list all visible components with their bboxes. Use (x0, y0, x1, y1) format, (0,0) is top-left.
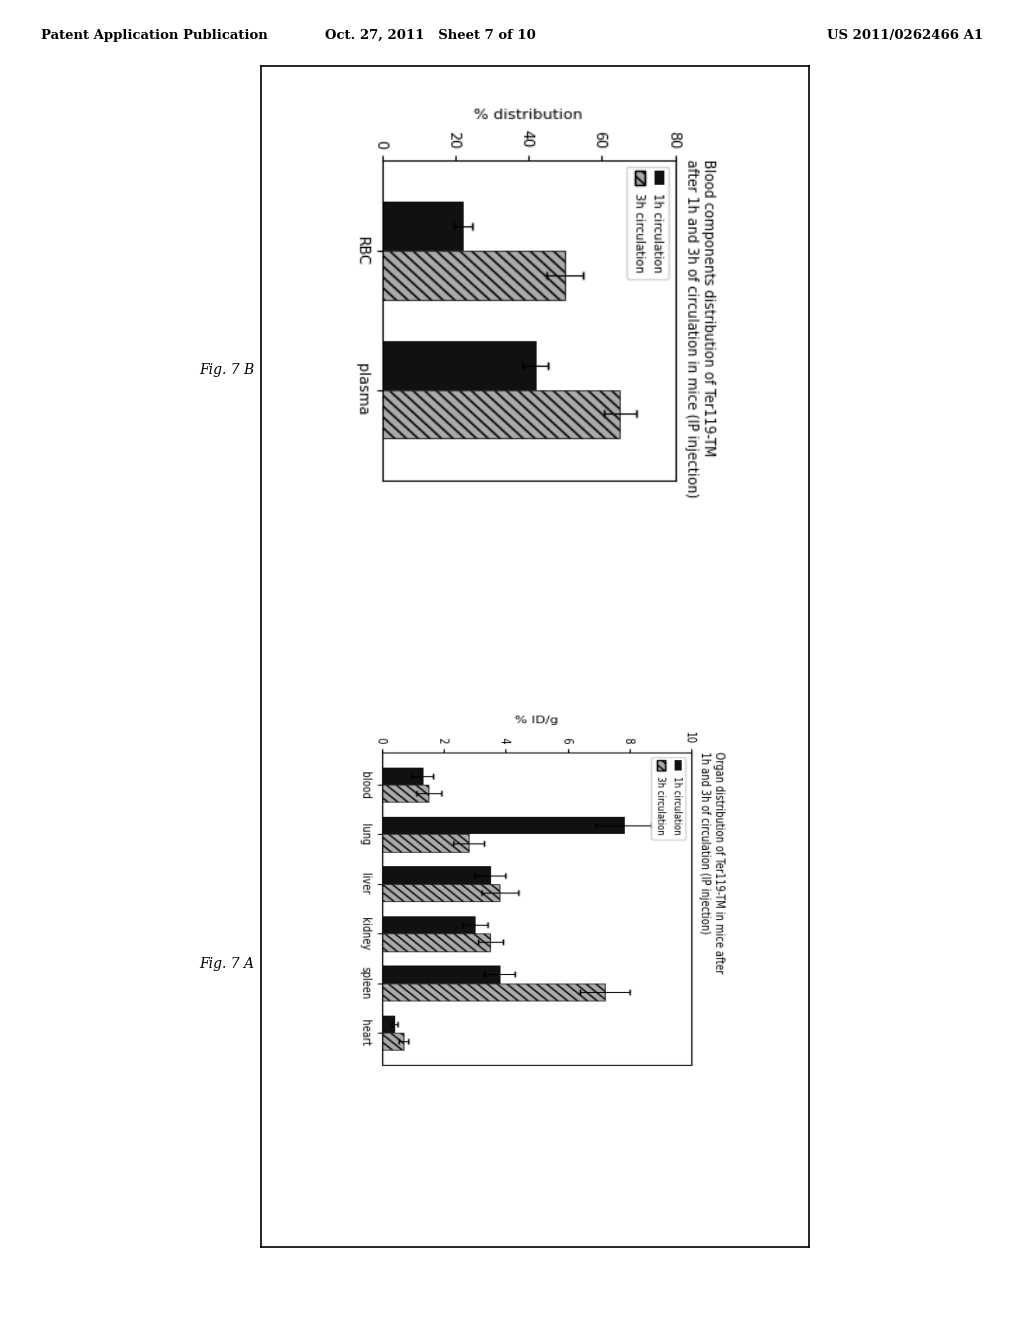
Text: Fig. 7 A: Fig. 7 A (200, 957, 255, 970)
Text: US 2011/0262466 A1: US 2011/0262466 A1 (827, 29, 983, 42)
Text: Fig. 7 B: Fig. 7 B (200, 363, 255, 376)
Text: Patent Application Publication: Patent Application Publication (41, 29, 267, 42)
Text: Oct. 27, 2011   Sheet 7 of 10: Oct. 27, 2011 Sheet 7 of 10 (325, 29, 536, 42)
